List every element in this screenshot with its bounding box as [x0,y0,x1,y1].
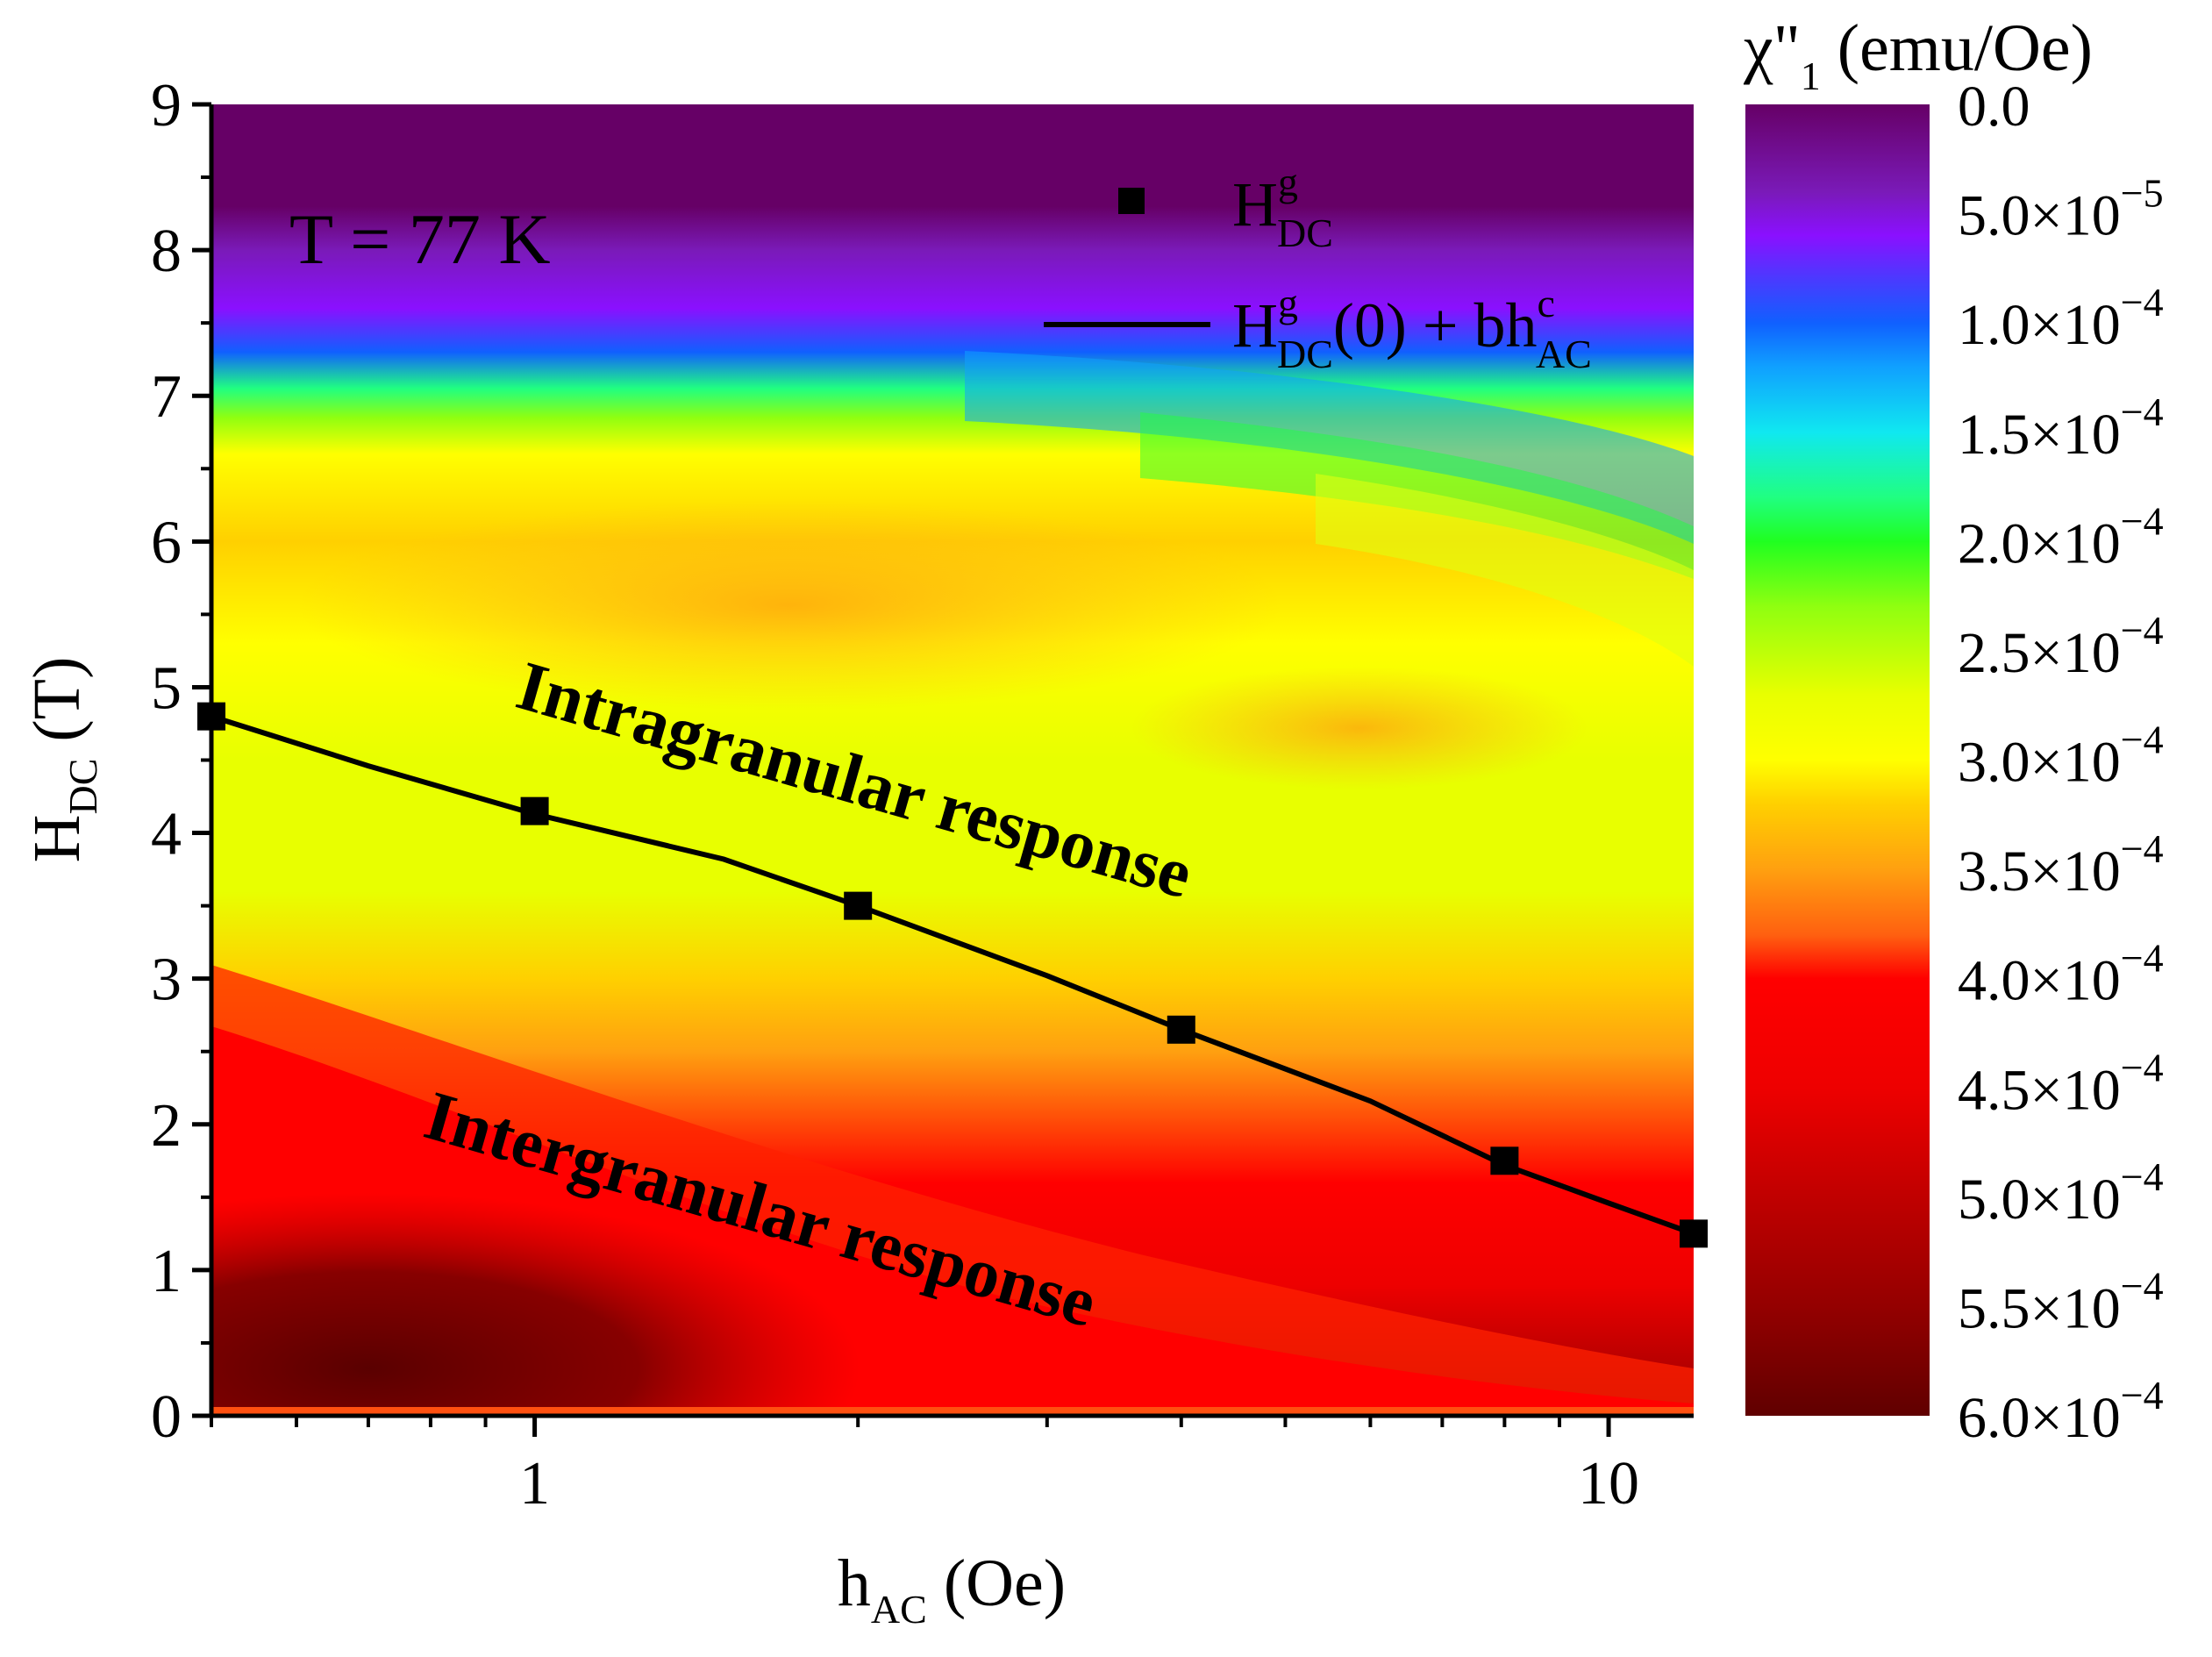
data-marker [197,702,225,731]
colorbar-tick-label: 1.5×10−4 [1958,389,2164,467]
x-tick-label: 10 [1578,1450,1639,1518]
colorbar-tick-label: 4.0×10−4 [1958,936,2164,1013]
data-marker [1680,1219,1708,1248]
legend: Hg DC Hg DC(0) + bhc AC [1044,160,1592,376]
data-marker [844,891,873,920]
y-tick-label: 1 [151,1238,182,1305]
colorbar-tick-label: 0.0 [1958,75,2030,139]
fit-line [210,713,1695,1237]
contour-field [211,104,1694,1416]
colorbar-tick-label: 5.5×10−4 [1958,1263,2164,1340]
y-axis-label: HDC (T) [20,657,105,863]
legend-line-label: Hg DC(0) + bhc AC [1232,281,1592,376]
colorbar-tick-label: 6.0×10−4 [1958,1373,2164,1450]
y-tick-label: 2 [151,1092,182,1160]
y-tick-label: 7 [151,363,182,431]
colorbar-tick-label: 1.0×10−4 [1958,280,2164,357]
colorbar-tick-label: 2.5×10−4 [1958,608,2164,685]
colorbar-ticks: 0.0 5.0×10−5 1.0×10−4 1.5×10−4 2.0×10−4 2.5×1… [1958,75,2164,1450]
y-tick-label: 5 [151,654,182,722]
colorbar-tick-label: 3.5×10−4 [1958,826,2164,903]
colorbar-tick-label: 5.0×10−4 [1958,1154,2164,1232]
colorbar-tick-label: 2.0×10−4 [1958,498,2164,575]
contour-band-lime-bow [1316,474,1694,667]
y-tick-label: 4 [151,801,182,868]
y-tick-label: 6 [151,509,182,576]
contour-band-bottom [211,1407,1694,1416]
colorbar-tick-label: 4.5×10−4 [1958,1045,2164,1122]
data-marker [1490,1146,1519,1175]
contour-orange-island-2 [1131,667,1588,789]
x-tick-label: 1 [519,1450,550,1518]
colorbar-title: χ"1 (emu/Oe) [1743,11,2093,98]
x-axis-ticks: 1 10 [210,1416,1639,1518]
contour-orange-island [298,500,1281,711]
colorbar [1745,104,1930,1416]
y-axis-ticks: 0 1 2 3 4 5 6 7 8 9 [151,72,211,1451]
data-marker [520,796,549,825]
x-axis-label: hAC (Oe) [838,1546,1066,1632]
colorbar-tick-label: 5.0×10−5 [1958,171,2164,248]
legend-scatter-label: Hg DC [1232,160,1333,255]
y-tick-label: 8 [151,218,182,285]
contour-band-darkred [211,1193,860,1416]
colorbar-tick-label: 3.0×10−4 [1958,718,2164,795]
data-marker [1167,1015,1195,1044]
data-markers [197,702,1708,1248]
y-tick-label: 3 [151,946,182,1014]
legend-scatter-marker [1118,188,1145,214]
y-tick-label: 9 [151,72,182,139]
y-tick-label: 0 [151,1383,182,1451]
temperature-label: T = 77 K [289,199,551,279]
